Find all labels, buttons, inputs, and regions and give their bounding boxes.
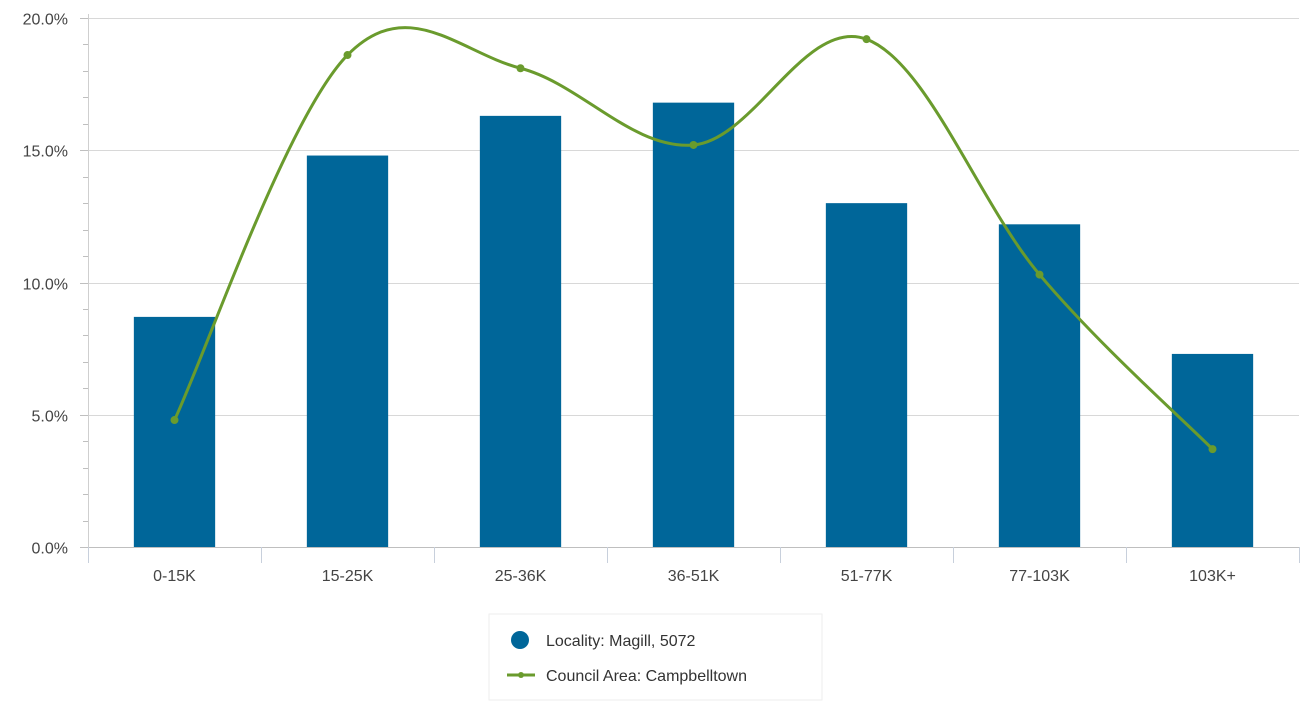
x-tick-label: 25-36K <box>495 568 547 585</box>
y-tick-label: 5.0% <box>32 409 68 426</box>
line-point <box>516 64 525 73</box>
line-point <box>170 416 179 425</box>
bar <box>652 102 735 547</box>
y-tick-label: 0.0% <box>32 541 68 558</box>
x-tick-label: 103K+ <box>1189 568 1236 585</box>
axes: 0.0% 5.0% 10.0% 15.0% 20.0% 0-15K 15-25K 25-36K… <box>23 12 1300 585</box>
line-point <box>862 35 871 44</box>
y-tick-label: 10.0% <box>23 277 68 294</box>
legend: Locality: Magill, 5072 Council Area: Cam… <box>488 613 823 701</box>
y-tick-label: 20.0% <box>23 12 68 29</box>
line-point <box>689 140 698 149</box>
x-tick-label: 51-77K <box>841 568 893 585</box>
line-point <box>1035 270 1044 279</box>
legend-bar-marker <box>511 631 529 649</box>
x-tick-label: 36-51K <box>668 568 720 585</box>
legend-label-council: Council Area: Campbelltown <box>546 668 747 685</box>
bar <box>479 115 562 548</box>
x-tick-label: 15-25K <box>322 568 374 585</box>
x-tick-label: 77-103K <box>1009 568 1070 585</box>
line-series <box>170 26 1217 454</box>
legend-box <box>488 613 823 701</box>
line-point <box>1208 445 1217 454</box>
legend-label-locality: Locality: Magill, 5072 <box>546 633 696 650</box>
legend-line-point <box>518 672 524 678</box>
bar <box>825 203 908 547</box>
bar <box>306 155 389 548</box>
line-point <box>343 51 352 60</box>
y-tick-label: 15.0% <box>23 144 68 161</box>
x-tick-label: 0-15K <box>153 568 196 585</box>
